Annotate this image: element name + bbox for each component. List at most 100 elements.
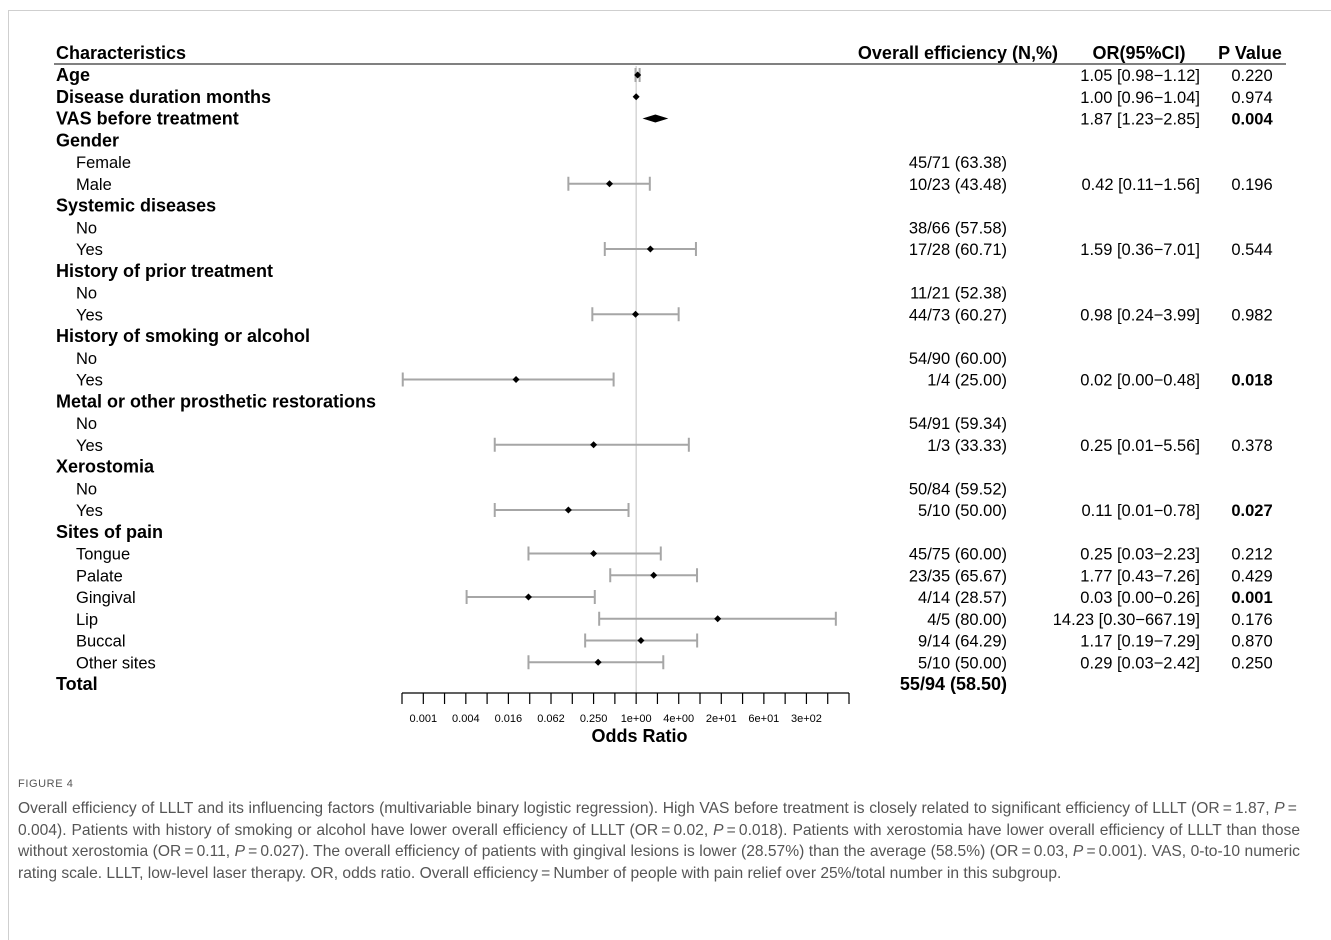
row-label: Yes — [76, 437, 103, 455]
header-overall-efficiency: Overall efficiency (N,%) — [858, 43, 1058, 63]
row-p-value: 0.870 — [1231, 633, 1272, 651]
row-label: No — [76, 350, 97, 368]
figure-caption: Overall efficiency of LLLT and its influ… — [18, 798, 1300, 884]
row-label: Lip — [76, 611, 98, 629]
row-p-value: 0.004 — [1231, 111, 1273, 129]
caption-segment: = 0.027). The overall efficiency of pati… — [245, 843, 1073, 860]
row-label: No — [76, 219, 97, 237]
caption-segment: = 0.004). Patients with history of smoki… — [18, 800, 1300, 839]
row-or-ci: 1.77 [0.43−7.26] — [1080, 567, 1200, 585]
x-tick-label: 0.004 — [452, 713, 480, 725]
row-p-value: 0.974 — [1231, 89, 1272, 107]
x-tick-label: 2e+01 — [706, 713, 737, 725]
row-p-value: 0.018 — [1231, 372, 1272, 390]
row-p-value: 0.001 — [1231, 589, 1272, 607]
or-point — [590, 441, 598, 449]
caption-segment: Overall efficiency of LLLT and its influ… — [18, 800, 1275, 817]
row-or-ci: 0.29 [0.03−2.42] — [1080, 654, 1200, 672]
row-efficiency: 23/35 (65.67) — [909, 567, 1007, 585]
row-efficiency: 55/94 (58.50) — [900, 674, 1007, 694]
row-or-ci: 1.17 [0.19−7.29] — [1080, 633, 1200, 651]
row-label: Xerostomia — [56, 457, 155, 477]
x-axis-title: Odds Ratio — [591, 726, 687, 746]
row-label: No — [76, 285, 97, 303]
caption-segment: = 0.018). Patients with xerostomia have … — [18, 821, 1300, 861]
row-p-value: 0.027 — [1231, 502, 1272, 520]
row-label: Metal or other prosthetic restorations — [56, 391, 376, 411]
row-label: Male — [76, 176, 112, 194]
caption-segment: = 0.001). VAS, 0-to-10 numeric rating sc… — [18, 843, 1300, 882]
or-point — [634, 71, 642, 79]
row-efficiency: 44/73 (60.27) — [909, 306, 1007, 324]
row-label: Gingival — [76, 589, 136, 607]
or-point — [564, 506, 572, 514]
row-or-ci: 1.05 [0.98−1.12] — [1080, 67, 1200, 85]
row-or-ci: 0.03 [0.00−0.26] — [1080, 589, 1200, 607]
row-efficiency: 4/14 (28.57) — [918, 589, 1007, 607]
or-point — [650, 571, 658, 579]
row-label: Yes — [76, 241, 103, 259]
or-point — [646, 245, 654, 253]
row-label: Female — [76, 154, 131, 172]
row-label: History of smoking or alcohol — [56, 326, 310, 346]
row-p-value: 0.176 — [1231, 611, 1272, 629]
x-tick-label: 0.001 — [410, 713, 438, 725]
row-label: Disease duration months — [56, 87, 271, 107]
x-tick-label: 4e+00 — [663, 713, 694, 725]
or-point — [637, 637, 645, 644]
x-tick-label: 0.062 — [537, 713, 565, 725]
or-point — [714, 615, 722, 623]
row-efficiency: 5/10 (50.00) — [918, 654, 1007, 672]
row-label: Yes — [76, 372, 103, 390]
row-label: Systemic diseases — [56, 196, 216, 216]
row-efficiency: 54/90 (60.00) — [909, 350, 1007, 368]
row-or-ci: 0.11 [0.01−0.78] — [1081, 502, 1200, 520]
row-efficiency: 1/4 (25.00) — [927, 372, 1007, 390]
row-p-value: 0.196 — [1231, 176, 1272, 194]
row-efficiency: 10/23 (43.48) — [909, 176, 1007, 194]
row-or-ci: 1.87 [1.23−2.85] — [1080, 111, 1200, 129]
header-characteristics: Characteristics — [56, 43, 186, 63]
row-or-ci: 0.25 [0.01−5.56] — [1080, 437, 1200, 455]
frame-top-border — [8, 10, 1331, 11]
row-or-ci: 0.25 [0.03−2.23] — [1080, 546, 1200, 564]
caption-p-symbol: P — [1274, 800, 1285, 817]
row-efficiency: 38/66 (57.58) — [909, 219, 1007, 237]
or-point — [632, 93, 640, 101]
or-point — [590, 550, 598, 557]
row-label: No — [76, 415, 97, 433]
row-p-value: 0.378 — [1231, 437, 1272, 455]
row-label: VAS before treatment — [56, 109, 239, 129]
header-p-value: P Value — [1218, 43, 1282, 63]
row-label: Palate — [76, 567, 123, 585]
x-tick-label: 6e+01 — [748, 713, 779, 725]
row-p-value: 0.429 — [1231, 567, 1272, 585]
or-point — [606, 180, 614, 188]
row-or-ci: 0.42 [0.11−1.56] — [1081, 176, 1200, 194]
or-diamond — [642, 114, 669, 123]
row-efficiency: 4/5 (80.00) — [927, 611, 1007, 629]
frame-left-border — [8, 10, 9, 940]
x-tick-label: 0.016 — [495, 713, 523, 725]
row-or-ci: 0.02 [0.00−0.48] — [1080, 372, 1200, 390]
or-point — [512, 376, 520, 383]
row-label: Sites of pain — [56, 522, 163, 542]
row-label: No — [76, 480, 97, 498]
row-efficiency: 45/71 (63.38) — [909, 154, 1007, 172]
figure-label: FIGURE 4 — [18, 778, 74, 790]
or-point — [632, 310, 640, 318]
row-efficiency: 5/10 (50.00) — [918, 502, 1007, 520]
row-efficiency: 54/91 (59.34) — [909, 415, 1007, 433]
x-tick-label: 1e+00 — [621, 713, 652, 725]
row-efficiency: 45/75 (60.00) — [909, 546, 1007, 564]
row-or-ci: 1.00 [0.96−1.04] — [1080, 89, 1200, 107]
row-label: Gender — [56, 130, 119, 150]
row-or-ci: 1.59 [0.36−7.01] — [1080, 241, 1200, 259]
or-point — [594, 658, 602, 666]
row-label: Buccal — [76, 633, 126, 651]
row-efficiency: 11/21 (52.38) — [910, 285, 1007, 303]
row-label: Total — [56, 674, 98, 694]
row-label: Yes — [76, 306, 103, 324]
row-label: Tongue — [76, 546, 130, 564]
row-label: History of prior treatment — [56, 261, 273, 281]
